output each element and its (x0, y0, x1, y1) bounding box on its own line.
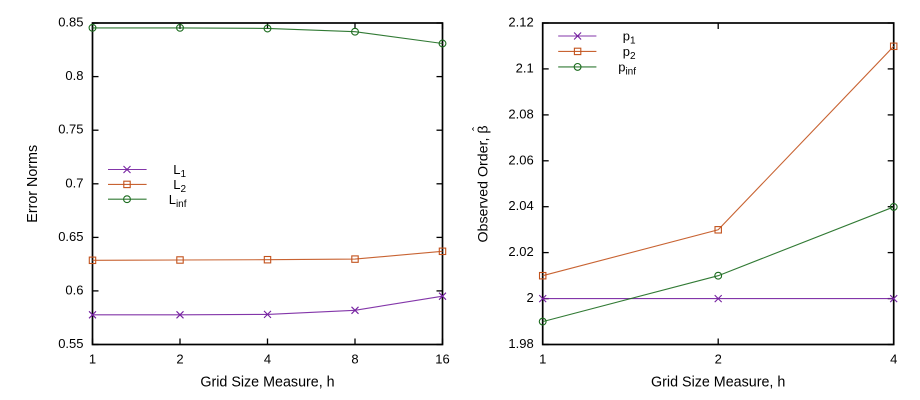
svg-text:4: 4 (890, 352, 897, 367)
svg-text:0.55: 0.55 (58, 336, 83, 351)
svg-text:0.75: 0.75 (58, 122, 83, 137)
svg-text:pinf: pinf (618, 60, 636, 78)
svg-text:1: 1 (89, 352, 96, 367)
svg-text:2: 2 (176, 352, 183, 367)
svg-text:Grid Size Measure, h: Grid Size Measure, h (651, 375, 785, 391)
svg-text:0.65: 0.65 (58, 229, 83, 244)
svg-text:2.06: 2.06 (508, 152, 533, 167)
svg-text:0.6: 0.6 (65, 282, 83, 297)
svg-text:2: 2 (526, 290, 533, 305)
svg-text:2.12: 2.12 (508, 15, 533, 30)
svg-text:8: 8 (351, 352, 358, 367)
svg-text:2.02: 2.02 (508, 244, 533, 259)
svg-text:Grid Size Measure, h: Grid Size Measure, h (200, 375, 334, 391)
svg-text:2.1: 2.1 (516, 60, 534, 75)
svg-text:0.85: 0.85 (58, 15, 83, 30)
svg-text:2.08: 2.08 (508, 106, 533, 121)
svg-text:16: 16 (435, 352, 449, 367)
svg-text:ˆ: ˆ (470, 127, 484, 131)
svg-text:Error Norms: Error Norms (25, 145, 41, 223)
svg-text:1.98: 1.98 (508, 336, 533, 351)
svg-text:2.04: 2.04 (508, 198, 533, 213)
svg-text:1: 1 (539, 352, 546, 367)
svg-text:0.7: 0.7 (65, 175, 83, 190)
svg-text:Observed Order, β: Observed Order, β (476, 126, 492, 243)
svg-text:4: 4 (264, 352, 271, 367)
svg-text:0.8: 0.8 (65, 68, 83, 83)
svg-text:2: 2 (715, 352, 722, 367)
